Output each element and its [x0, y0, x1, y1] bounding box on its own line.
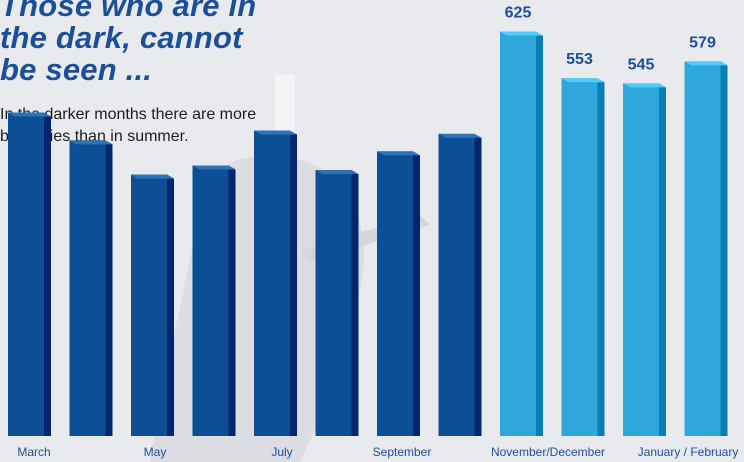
bar-front — [192, 165, 229, 436]
bar-front — [684, 61, 721, 437]
data-label-9: 625 — [505, 5, 532, 22]
x-tick-label: May — [144, 445, 167, 459]
bar-front — [254, 130, 290, 436]
bar-side — [228, 165, 236, 436]
bar-10 — [561, 78, 605, 437]
bar-3 — [131, 174, 174, 436]
bar-front — [315, 170, 352, 436]
bar-6 — [315, 170, 359, 436]
bar-1 — [8, 112, 51, 436]
bar-top — [684, 61, 728, 66]
bar-side — [720, 61, 728, 437]
bar-8 — [438, 133, 482, 436]
bar-front — [8, 112, 44, 436]
bar-side — [167, 174, 174, 436]
bar-front — [377, 151, 413, 436]
bar-5 — [254, 130, 297, 436]
data-label-10: 553 — [566, 51, 593, 68]
headline-line-2: the dark, cannot — [0, 20, 243, 55]
bar-side — [536, 31, 543, 436]
bar-4 — [192, 165, 236, 436]
headline-line-1: Those who are in — [0, 0, 257, 23]
bar-front — [69, 140, 106, 437]
data-label-11: 545 — [628, 56, 655, 73]
bar-side — [474, 133, 482, 436]
bar-front — [561, 78, 598, 437]
bar-side — [659, 83, 666, 436]
bar-9 — [500, 31, 543, 436]
bar-7 — [377, 151, 420, 436]
bar-top — [8, 112, 51, 117]
x-tick-label: November/December — [491, 445, 605, 459]
bar-side — [290, 130, 297, 436]
subtitle-line-1: In the darker months there are more — [0, 106, 257, 123]
bar-top — [500, 31, 543, 36]
bar-11 — [623, 83, 666, 436]
bar-top — [623, 83, 666, 88]
bar-top — [315, 170, 359, 175]
bar-side — [44, 112, 51, 436]
bar-front — [131, 174, 167, 436]
bar-top — [561, 78, 605, 83]
bar-side — [597, 78, 605, 437]
bar-side — [351, 170, 359, 436]
bar-front — [438, 133, 475, 436]
bar-side — [413, 151, 420, 436]
bar-2 — [69, 140, 113, 437]
bar-front — [623, 83, 659, 436]
bar-side — [105, 140, 113, 437]
bar-12 — [684, 61, 728, 437]
x-tick-label: March — [17, 445, 50, 459]
headline: Those who are in the dark, cannot be see… — [0, 0, 256, 86]
x-tick-label: September — [373, 445, 432, 459]
bar-top — [377, 151, 420, 156]
headline-line-3: be seen ... — [0, 52, 153, 87]
x-tick-label: January / February — [638, 445, 739, 459]
bar-top — [192, 165, 236, 170]
bar-front — [500, 31, 536, 436]
bar-top — [131, 174, 174, 179]
bar-top — [438, 133, 482, 138]
data-label-12: 579 — [689, 34, 716, 51]
bar-top — [69, 140, 113, 145]
bar-top — [254, 130, 297, 135]
x-tick-label: July — [271, 445, 292, 459]
